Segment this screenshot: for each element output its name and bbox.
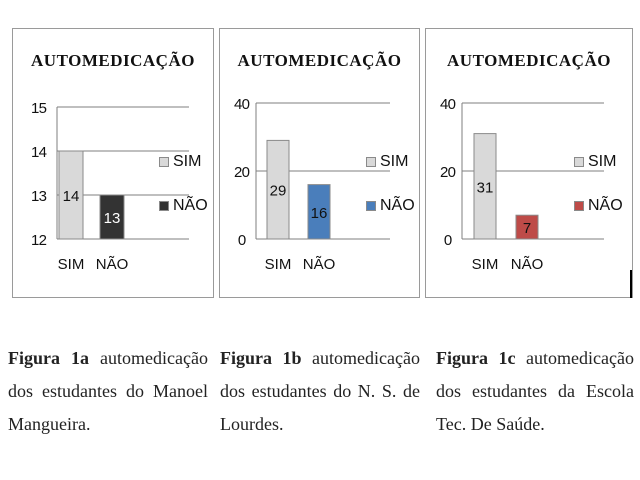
caption-1c: Figura 1c automedicação dos estudantes d… [436,342,634,441]
y-tick-label: 15 [31,100,47,117]
data-label: 14 [63,188,80,205]
data-label: 16 [311,205,328,222]
legend-label: NÃO [588,197,623,214]
y-tick-label: 13 [31,188,47,205]
edge-mark [630,270,632,298]
y-tick-label: 12 [31,232,47,249]
bar-chart-1b: 0 20 40 29 SIM 16 NÃO [234,96,390,273]
data-label: 7 [523,220,531,237]
caption-text: automedicação dos estudantes do N. S. de… [220,348,420,434]
legend-item: SIM [159,153,201,171]
y-tick-label: 40 [440,96,456,113]
legend-swatch [159,157,169,167]
y-tick-label: 14 [31,144,47,161]
legend-item: NÃO [159,197,208,215]
caption-label: Figura 1c [436,348,516,368]
legend-item: SIM [366,153,408,171]
legend-label: SIM [173,153,202,170]
x-tick-label: SIM [265,256,292,273]
chart-title: AUTOMEDICAÇÃO [447,51,611,70]
legend-item: NÃO [574,197,623,215]
chart-panel-1a: AUTOMEDICAÇÃO 12 13 14 15 14 SIM 13 NÃO SIM NÃO [12,28,214,298]
caption-label: Figura 1a [8,348,90,368]
x-tick-label: NÃO [96,256,129,273]
legend-label: NÃO [380,197,415,214]
caption-1b: Figura 1b automedicação dos estudantes d… [220,342,420,441]
y-tick-label: 0 [444,232,452,249]
bar-chart-1a: 12 13 14 15 14 SIM 13 NÃO [31,100,189,273]
bar [307,184,331,240]
legend-swatch [574,201,584,211]
legend-swatch [574,157,584,167]
x-tick-label: NÃO [511,256,544,273]
chart-title: AUTOMEDICAÇÃO [237,51,402,70]
y-tick-label: 20 [234,164,250,181]
chart-panel-1b: AUTOMEDICAÇÃO 0 20 40 29 SIM 16 NÃO SIM NÃO [219,28,420,298]
x-tick-label: SIM [58,256,85,273]
x-tick-label: NÃO [303,256,336,273]
data-label: 29 [270,183,287,200]
legend-swatch [159,201,169,211]
caption-1a: Figura 1a automedicação dos estudantes d… [8,342,208,441]
legend-swatch [366,201,376,211]
data-label: 31 [477,179,494,196]
legend-label: SIM [588,153,617,170]
chart-title: AUTOMEDICAÇÃO [31,51,195,70]
bar [473,133,497,240]
chart-panel-1c: AUTOMEDICAÇÃO 0 20 40 31 SIM 7 NÃO SIM NÃO [425,28,633,298]
legend-item: NÃO [366,197,415,215]
legend-label: SIM [380,153,409,170]
legend-swatch [366,157,376,167]
bar [515,214,539,240]
legend-item: SIM [574,153,616,171]
data-label: 13 [104,210,121,227]
bar [99,194,125,240]
y-tick-label: 0 [238,232,246,249]
legend-label: NÃO [173,197,208,214]
bar [266,139,290,240]
bar-chart-1c: 0 20 40 31 SIM 7 NÃO [440,96,604,273]
bar [58,150,84,240]
caption-text: automedicação dos estudantes da Escola T… [436,348,634,434]
x-tick-label: SIM [472,256,499,273]
y-tick-label: 40 [234,96,250,113]
caption-label: Figura 1b [220,348,302,368]
caption-text: automedicação dos estudantes do Manoel M… [8,348,208,434]
y-tick-label: 20 [440,164,456,181]
